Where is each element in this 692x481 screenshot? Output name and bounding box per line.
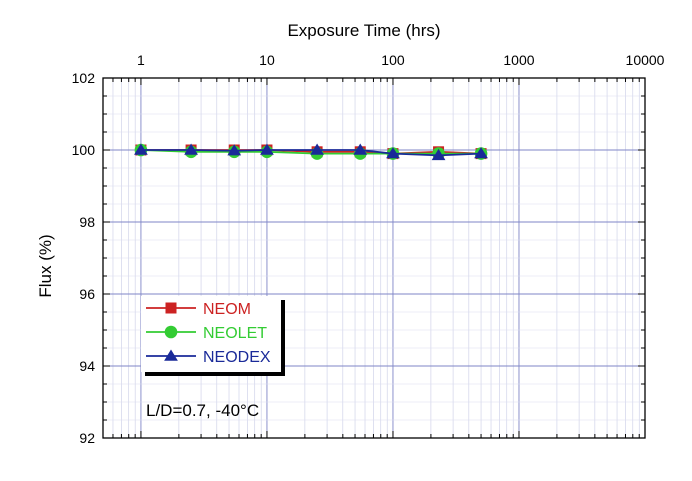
triangle-marker [184, 143, 198, 155]
legend-item-neom: NEOM [146, 301, 251, 318]
y-tick-label: 92 [79, 430, 95, 446]
triangle-marker [386, 147, 400, 159]
legend-item-neodex: NEODEX [146, 349, 271, 366]
grid-layer [103, 78, 645, 438]
triangle-marker [164, 349, 178, 361]
x-axis-title: Exposure Time (hrs) [287, 21, 440, 40]
condition-annotation: L/D=0.7, -40°C [146, 401, 259, 420]
y-axis-title: Flux (%) [36, 234, 55, 297]
triangle-marker [310, 143, 324, 155]
x-tick-label: 1000 [503, 52, 534, 68]
plot-frame [102, 77, 646, 439]
legend-label: NEOLET [203, 325, 267, 342]
series-layer [134, 143, 488, 161]
legend-label: NEOM [203, 301, 251, 318]
y-tick-label: 100 [72, 142, 96, 158]
triangle-marker [431, 148, 446, 161]
label-layer: 1 10 100 1000 10000 92 94 96 98 100 102 [72, 52, 665, 446]
triangle-marker [260, 143, 274, 155]
x-tick-label: 100 [381, 52, 405, 68]
y-tick-label: 96 [79, 286, 95, 302]
x-tick-label: 10 [259, 52, 275, 68]
series-neodex [134, 143, 488, 161]
legend-label: NEODEX [203, 349, 271, 366]
legend-item-neolet: NEOLET [146, 325, 267, 342]
x-tick-label: 10000 [626, 52, 665, 68]
y-tick-label: 102 [72, 70, 96, 86]
triangle-marker [227, 144, 242, 156]
circle-marker [164, 325, 178, 339]
legend: NEOM NEOLET NEODEX [141, 296, 285, 376]
square-marker [165, 302, 177, 314]
y-tick-label: 94 [79, 358, 95, 374]
triangle-marker [474, 147, 488, 159]
triangle-marker [353, 143, 368, 155]
triangle-marker [134, 143, 148, 155]
y-tick-label: 98 [79, 214, 95, 230]
x-tick-label: 1 [137, 52, 145, 68]
